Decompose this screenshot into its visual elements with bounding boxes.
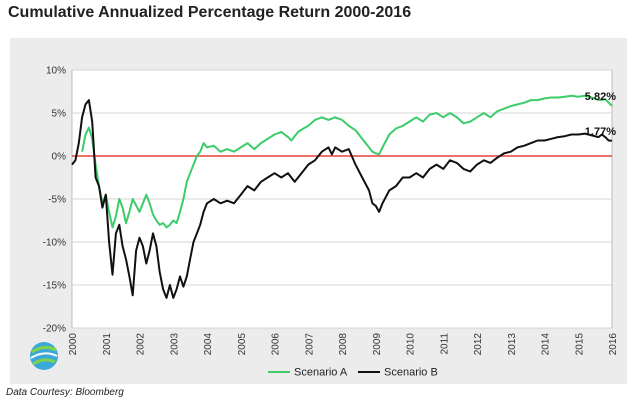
y-tick-label: 10% (46, 66, 66, 77)
y-tick-label: 0% (52, 152, 67, 163)
x-tick-label: 2004 (203, 333, 214, 356)
y-tick-label: -15% (43, 281, 66, 292)
end-value-label: 5.82% (585, 91, 616, 103)
data-source-note: Data Courtesy: Bloomberg (6, 387, 124, 398)
y-tick-label: -10% (43, 238, 66, 249)
series-line-scenario-b (71, 99, 613, 299)
legend-label: Scenario B (384, 367, 438, 379)
x-tick-label: 2001 (102, 333, 113, 356)
x-tick-label: 2003 (169, 333, 180, 356)
series-line-scenario-a (81, 94, 613, 229)
x-tick-label: 2013 (507, 333, 518, 356)
y-tick-label: -20% (43, 324, 66, 335)
legend: Scenario A Scenario B (268, 367, 438, 379)
x-tick-label: 2014 (541, 333, 552, 356)
x-axis: 2000 2001 2002 2003 2004 2005 2006 2007 2008 2009… (68, 333, 619, 356)
x-tick-label: 2009 (372, 333, 383, 356)
legend-label: Scenario A (294, 367, 348, 379)
x-tick-label: 2005 (237, 333, 248, 356)
x-tick-label: 2000 (68, 333, 79, 356)
bloomberg-globe-logo (30, 342, 58, 370)
x-tick-label: 2012 (473, 333, 484, 356)
x-tick-label: 2010 (406, 333, 417, 356)
x-tick-label: 2007 (304, 333, 315, 356)
y-tick-label: -5% (48, 195, 66, 206)
x-tick-label: 2011 (439, 333, 450, 355)
chart-title: Cumulative Annualized Percentage Return … (8, 4, 412, 21)
x-tick-label: 2016 (608, 333, 619, 356)
y-axis: 10% 5% 0% -5% -10% -15% -20% (43, 66, 66, 335)
y-tick-label: 5% (52, 109, 67, 120)
end-value-label: 1.77% (585, 126, 616, 138)
x-tick-label: 2002 (136, 333, 147, 356)
series-group (71, 94, 613, 299)
x-tick-label: 2006 (271, 333, 282, 356)
x-tick-label: 2008 (338, 333, 349, 356)
x-tick-label: 2015 (574, 333, 585, 356)
end-labels: 5.82% 1.77% (585, 91, 616, 138)
